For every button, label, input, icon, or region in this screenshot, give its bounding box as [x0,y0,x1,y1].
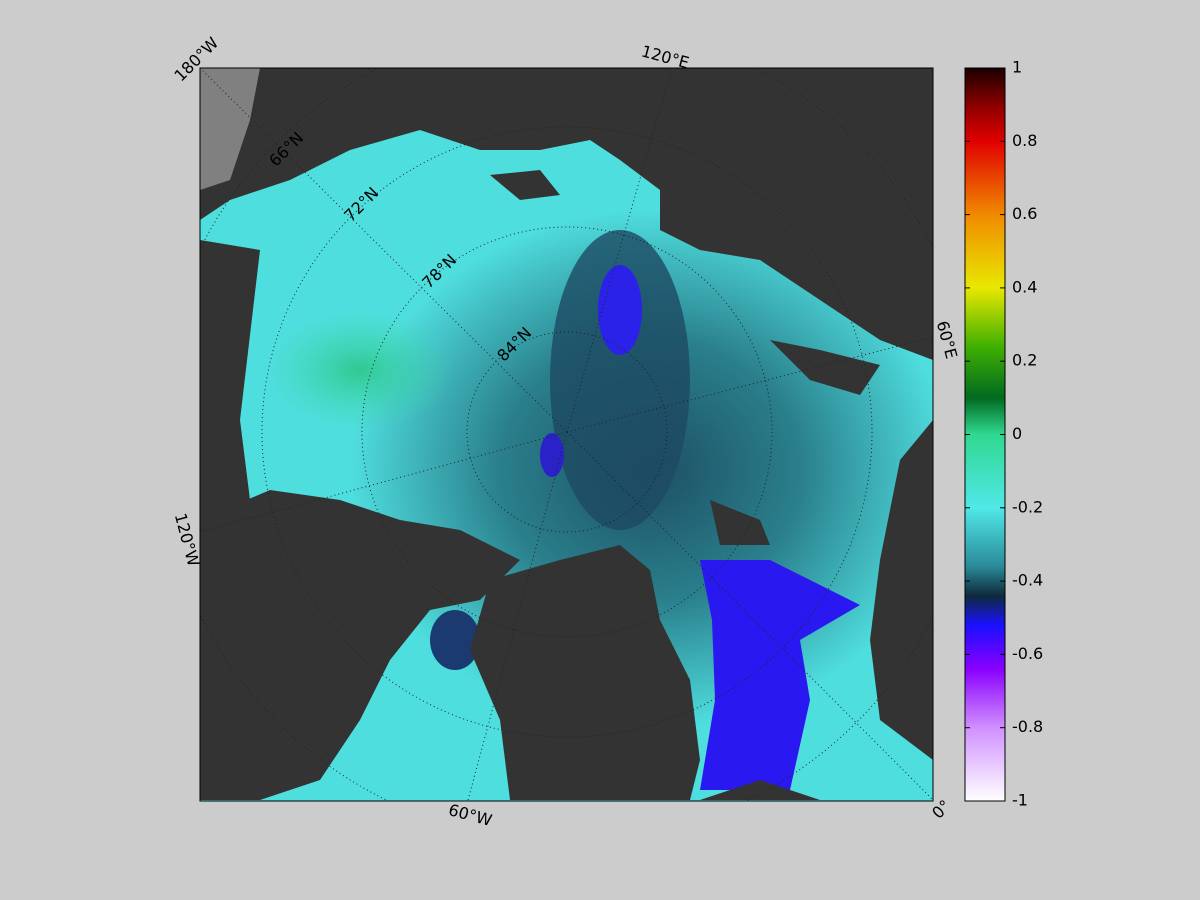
ocean-anomaly [700,560,860,790]
colorbar-scale [964,67,1006,802]
colorbar-tick-label: -0.2 [1012,497,1043,516]
ocean-anomaly [598,265,642,355]
ocean-anomaly [430,610,480,670]
colorbar-tick-label: 0.8 [1012,131,1037,150]
longitude-label: 120°W [171,511,203,569]
colorbar-tick-label: 1 [1012,58,1022,77]
land [490,170,560,200]
colorbar-tick-label: -1 [1012,791,1028,810]
colorbar-tick-label: 0.2 [1012,351,1037,370]
colorbar-tick-label: 0 [1012,424,1022,443]
land [470,545,700,800]
ocean-anomaly [550,230,690,530]
colorbar-tick-label: -0.8 [1012,717,1043,736]
graticule [200,68,933,801]
map-area [200,68,933,801]
land [770,340,880,395]
colorbar-tick-label: -0.6 [1012,644,1043,663]
land [200,68,933,360]
land [200,240,260,520]
longitude-label: 60°E [933,319,961,361]
colorbar-tick-label: 0.4 [1012,277,1037,296]
longitude-label: 60°W [446,800,494,830]
ocean-anomaly [540,433,564,477]
land [200,68,260,190]
land [700,780,820,800]
colorbar: 1 0.8 0.6 0.4 0.2 0 -0.2 -0.4 -0.6 -0.8 -1 [964,58,1043,810]
colorbar-tick-label: 0.6 [1012,204,1037,223]
land [200,490,520,800]
map-frame [199,67,934,802]
colorbar-tick-label: -0.4 [1012,571,1043,590]
ocean-anomaly [265,310,455,430]
land [870,420,933,760]
land [710,500,770,545]
